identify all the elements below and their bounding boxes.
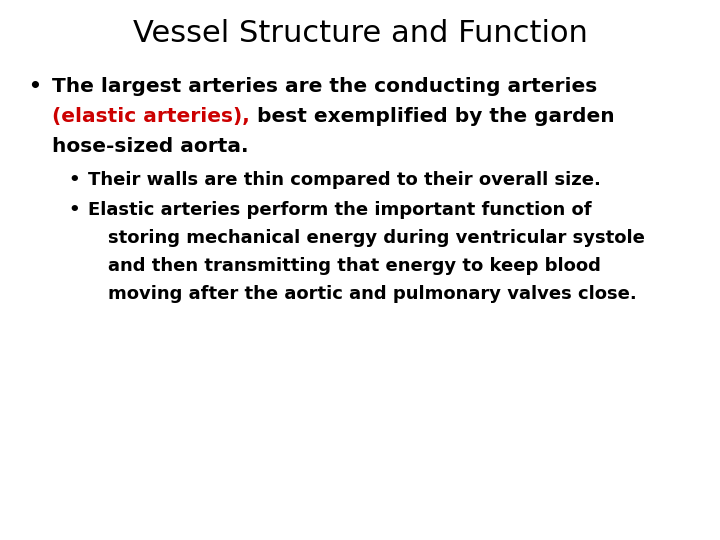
Text: Elastic arteries perform the important function of: Elastic arteries perform the important f…: [88, 201, 592, 219]
Text: •: •: [68, 171, 80, 189]
Text: •: •: [28, 77, 41, 96]
Text: Their walls are thin compared to their overall size.: Their walls are thin compared to their o…: [88, 171, 601, 189]
Text: and then transmitting that energy to keep blood: and then transmitting that energy to kee…: [108, 257, 601, 275]
Text: (elastic arteries),: (elastic arteries),: [52, 107, 250, 126]
Text: storing mechanical energy during ventricular systole: storing mechanical energy during ventric…: [108, 229, 645, 247]
Text: moving after the aortic and pulmonary valves close.: moving after the aortic and pulmonary va…: [108, 285, 636, 303]
Text: •: •: [68, 201, 80, 219]
Text: hose-sized aorta.: hose-sized aorta.: [52, 137, 248, 156]
Text: The largest arteries are the conducting arteries: The largest arteries are the conducting …: [52, 77, 598, 96]
Text: Vessel Structure and Function: Vessel Structure and Function: [132, 19, 588, 48]
Text: best exemplified by the garden: best exemplified by the garden: [250, 107, 614, 126]
